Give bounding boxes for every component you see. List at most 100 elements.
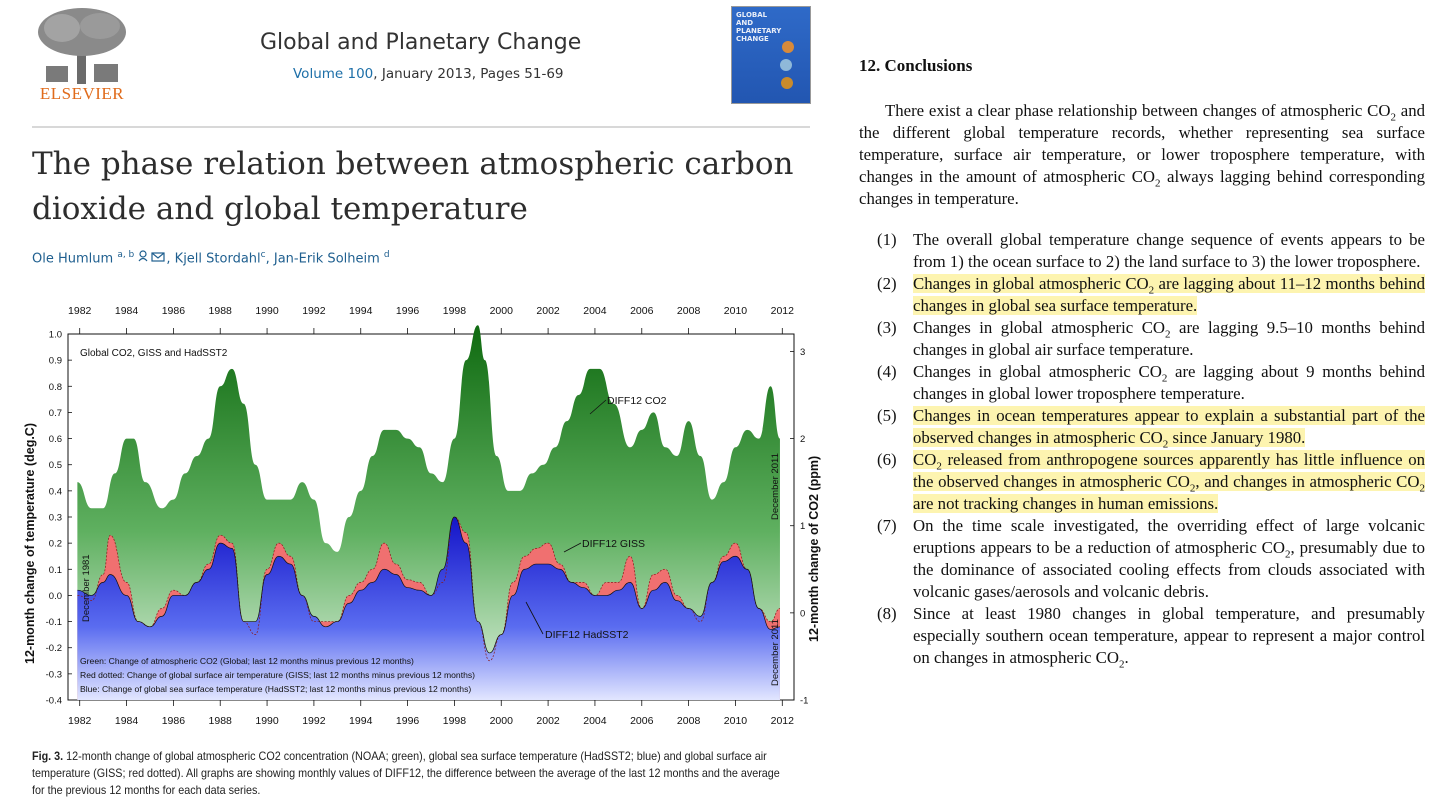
x-tick-label-top: 1982 xyxy=(68,305,92,317)
hadsst-area xyxy=(77,517,780,700)
item-number: (7) xyxy=(877,516,897,535)
author-name[interactable]: Kjell Stordahl xyxy=(174,251,261,267)
x-tick-label-bottom: 1994 xyxy=(349,715,373,727)
conclusion-item: (6) CO2 released from anthropogene source… xyxy=(859,449,1425,515)
author-affiliation: c xyxy=(260,250,266,260)
y-tick-label-left: -0.2 xyxy=(46,643,62,654)
item-text: Changes in ocean temperatures appear to … xyxy=(913,406,1425,451)
y-tick-label-left: 0.1 xyxy=(49,565,62,576)
hadsst-leader-line xyxy=(525,601,544,635)
x-tick-label-bottom: 2008 xyxy=(677,715,701,727)
label-co2: DIFF12 CO2 xyxy=(607,395,667,407)
y-tick-label-left: 1.0 xyxy=(49,330,62,341)
y-tick-label-right: 1 xyxy=(800,521,805,532)
item-number: (1) xyxy=(877,230,897,249)
journal-name[interactable]: Global and Planetary Change xyxy=(260,30,582,55)
label-hadsst: DIFF12 HadSST2 xyxy=(545,629,629,641)
y-tick-label-left: 0.3 xyxy=(49,513,62,524)
x-tick-label-bottom: 2004 xyxy=(583,715,607,727)
x-tick-label-bottom: 2002 xyxy=(536,715,560,727)
item-number: (8) xyxy=(877,604,897,623)
co2-leader-line xyxy=(589,399,607,415)
chart-title: Global CO2, GISS and HadSST2 xyxy=(80,348,228,359)
x-tick-label-top: 2004 xyxy=(583,305,607,317)
x-tick-label-top: 1992 xyxy=(302,305,326,317)
hadsst-line xyxy=(77,516,780,654)
x-tick-label-top: 1996 xyxy=(396,305,420,317)
y-axis-left-label: 12-month change of temperature (deg.C) xyxy=(23,423,37,664)
item-text: Since at least 1980 changes in global te… xyxy=(913,604,1425,671)
y-axis-right-label: 12-month change of CO2 (ppm) xyxy=(807,456,821,642)
author-affiliation: d xyxy=(383,250,390,260)
y-tick-label-left: -0.4 xyxy=(46,696,62,707)
x-tick-label-bottom: 1986 xyxy=(162,715,186,727)
y-tick-label-left: 0.6 xyxy=(49,434,62,445)
conclusion-item: (4) Changes in global atmospheric CO2 are… xyxy=(859,361,1425,405)
y-tick-label-left: 0.4 xyxy=(49,486,62,497)
giss-leader-line xyxy=(563,542,582,553)
issue-pages: , January 2013, Pages 51-69 xyxy=(373,66,564,82)
y-tick-label-left: 0.0 xyxy=(49,591,62,602)
intro-text: and the different global temperature rec… xyxy=(859,101,1425,186)
end-date-label-top: December 2011 xyxy=(770,453,781,520)
item-number: (2) xyxy=(877,274,897,293)
x-tick-label-top: 2012 xyxy=(771,305,795,317)
item-number: (3) xyxy=(877,318,897,337)
author-affiliation: a, b xyxy=(117,250,135,260)
x-tick-label-top: 2008 xyxy=(677,305,701,317)
author-name[interactable]: Ole Humlum xyxy=(32,251,114,267)
end-date-label-bottom: December 2011 xyxy=(770,619,781,686)
x-tick-label-top: 1998 xyxy=(443,305,467,317)
person-and-mail-icon[interactable] xyxy=(138,250,166,262)
item-text: Changes in global atmospheric CO2 are la… xyxy=(913,362,1425,403)
x-tick-label-bottom: 1998 xyxy=(443,715,467,727)
figure-caption: Fig. 3. 12-month change of global atmosp… xyxy=(32,748,785,799)
x-tick-label-bottom: 1992 xyxy=(302,715,326,727)
subscript: 2 xyxy=(1155,177,1161,190)
subscript: 2 xyxy=(1390,111,1396,124)
x-tick-label-top: 1986 xyxy=(162,305,186,317)
y-tick-label-left: 0.2 xyxy=(49,539,62,550)
author-list: Ole Humlum a, b , Kjell Stordahlc, Jan-E… xyxy=(32,250,390,267)
conclusion-item: (3) Changes in global atmospheric CO2 are… xyxy=(859,317,1425,361)
x-tick-label-bottom: 1988 xyxy=(209,715,233,727)
x-tick-label-top: 2006 xyxy=(630,305,654,317)
legend-line: Green: Change of atmospheric CO2 (Global… xyxy=(80,656,414,666)
legend-line: Red dotted: Change of global surface air… xyxy=(80,670,475,680)
x-tick-label-top: 2000 xyxy=(490,305,514,317)
section-heading: 12. Conclusions xyxy=(859,56,973,75)
item-number: (6) xyxy=(877,450,897,469)
item-text: On the time scale investigated, the over… xyxy=(913,516,1426,601)
x-tick-label-bottom: 1990 xyxy=(255,715,279,727)
y-tick-label-left: -0.1 xyxy=(46,617,62,628)
y-tick-label-left: -0.3 xyxy=(46,669,62,680)
x-tick-label-top: 2010 xyxy=(724,305,748,317)
x-tick-label-bottom: 2006 xyxy=(630,715,654,727)
legend-line: Blue: Change of global sea surface tempe… xyxy=(80,684,471,694)
journal-cover-thumbnail[interactable]: GLOBAL AND PLANETARY CHANGE xyxy=(731,6,811,104)
y-tick-label-left: 0.7 xyxy=(49,408,62,419)
x-tick-label-top: 1990 xyxy=(255,305,279,317)
y-tick-label-left: 0.9 xyxy=(49,356,62,367)
x-tick-label-bottom: 1984 xyxy=(115,715,139,727)
x-tick-label-bottom: 1982 xyxy=(68,715,92,727)
y-tick-label-left: 0.5 xyxy=(49,460,62,471)
y-tick-label-right: -1 xyxy=(800,696,808,707)
conclusion-item: (8) Since at least 1980 changes in global… xyxy=(859,603,1425,671)
label-giss: DIFF12 GISS xyxy=(582,538,645,550)
conclusion-item: (7) On the time scale investigated, the o… xyxy=(859,515,1425,603)
volume-link[interactable]: Volume 100 xyxy=(293,66,374,82)
item-text: Changes in global atmospheric CO2 are la… xyxy=(913,318,1425,359)
x-tick-label-bottom: 2000 xyxy=(490,715,514,727)
author-name[interactable]: Jan-Erik Solheim xyxy=(273,251,380,267)
journal-issue-info: Volume 100, January 2013, Pages 51-69 xyxy=(293,66,564,82)
x-tick-label-top: 2002 xyxy=(536,305,560,317)
header-divider xyxy=(32,126,810,128)
conclusion-item: (5) Changes in ocean temperatures appear … xyxy=(859,405,1425,451)
elsevier-tree-logo xyxy=(32,6,132,106)
item-number: (5) xyxy=(877,406,897,425)
item-text: CO2 released from anthropogene sources a… xyxy=(913,450,1425,513)
caption-text: 12-month change of global atmospheric CO… xyxy=(32,750,780,797)
x-tick-label-bottom: 2010 xyxy=(724,715,748,727)
intro-text: always lagging behind corresponding chan… xyxy=(859,167,1425,208)
